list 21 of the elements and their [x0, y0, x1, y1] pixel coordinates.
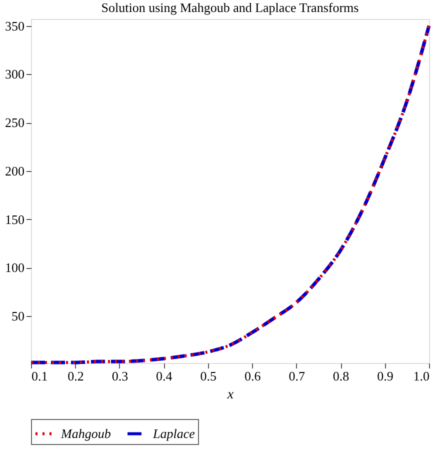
x-tick-label: 0.2 — [68, 368, 84, 384]
x-tick-label: 0.9 — [377, 368, 394, 384]
x-tick-label: 0.4 — [156, 368, 173, 384]
x-axis-title: x — [226, 388, 234, 402]
x-tick-label: 0.7 — [288, 368, 306, 384]
legend-label: Mahgoub — [60, 426, 112, 441]
y-tick-label: 100 — [5, 260, 24, 276]
x-tick-label: 0.8 — [332, 368, 350, 384]
y-tick-label: 300 — [5, 66, 24, 82]
legend-label: Laplace — [152, 426, 196, 441]
y-tick-label: 250 — [5, 115, 24, 130]
x-tick-label: 0.3 — [112, 368, 128, 384]
x-tick-label: 0.1 — [32, 368, 48, 384]
x-tick-label: 1.0 — [413, 368, 430, 384]
y-tick-label: 50 — [12, 308, 24, 324]
x-tick-label: 0.6 — [244, 368, 262, 384]
x-tick-label: 0.5 — [200, 368, 217, 384]
y-tick-label: 200 — [5, 163, 24, 178]
chart-title: Solution using Mahgoub and Laplace Transforms — [101, 0, 359, 15]
y-tick-label: 150 — [5, 212, 24, 227]
y-tick-label: 350 — [5, 18, 24, 34]
